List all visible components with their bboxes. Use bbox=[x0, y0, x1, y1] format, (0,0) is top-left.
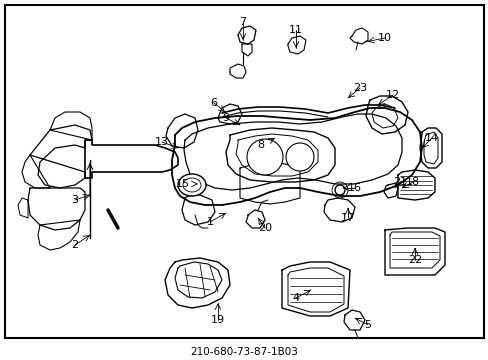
Circle shape bbox=[285, 143, 313, 171]
Text: 22: 22 bbox=[407, 255, 421, 265]
Text: 23: 23 bbox=[352, 83, 366, 93]
Text: 12: 12 bbox=[385, 90, 399, 100]
Text: 5: 5 bbox=[364, 320, 371, 330]
Circle shape bbox=[334, 185, 345, 195]
Text: 210-680-73-87-1B03: 210-680-73-87-1B03 bbox=[190, 347, 297, 357]
Ellipse shape bbox=[183, 178, 201, 192]
Text: 11: 11 bbox=[288, 25, 303, 35]
Text: 3: 3 bbox=[71, 195, 79, 205]
Text: 6: 6 bbox=[210, 98, 217, 108]
Text: 1: 1 bbox=[206, 217, 213, 227]
Text: 7: 7 bbox=[239, 17, 246, 27]
Text: 20: 20 bbox=[257, 223, 271, 233]
Text: 21: 21 bbox=[392, 177, 406, 187]
Text: 13: 13 bbox=[155, 137, 169, 147]
Text: 19: 19 bbox=[210, 315, 224, 325]
Text: 17: 17 bbox=[340, 213, 354, 223]
Text: 10: 10 bbox=[377, 33, 391, 43]
Text: 2: 2 bbox=[71, 240, 79, 250]
Text: 16: 16 bbox=[347, 183, 361, 193]
Text: 8: 8 bbox=[257, 140, 264, 150]
Text: 15: 15 bbox=[176, 179, 190, 189]
Text: 4: 4 bbox=[292, 293, 299, 303]
Text: 9: 9 bbox=[222, 113, 229, 123]
Text: 14: 14 bbox=[424, 133, 438, 143]
Ellipse shape bbox=[178, 174, 205, 196]
Circle shape bbox=[246, 139, 283, 175]
Text: 18: 18 bbox=[405, 177, 419, 187]
